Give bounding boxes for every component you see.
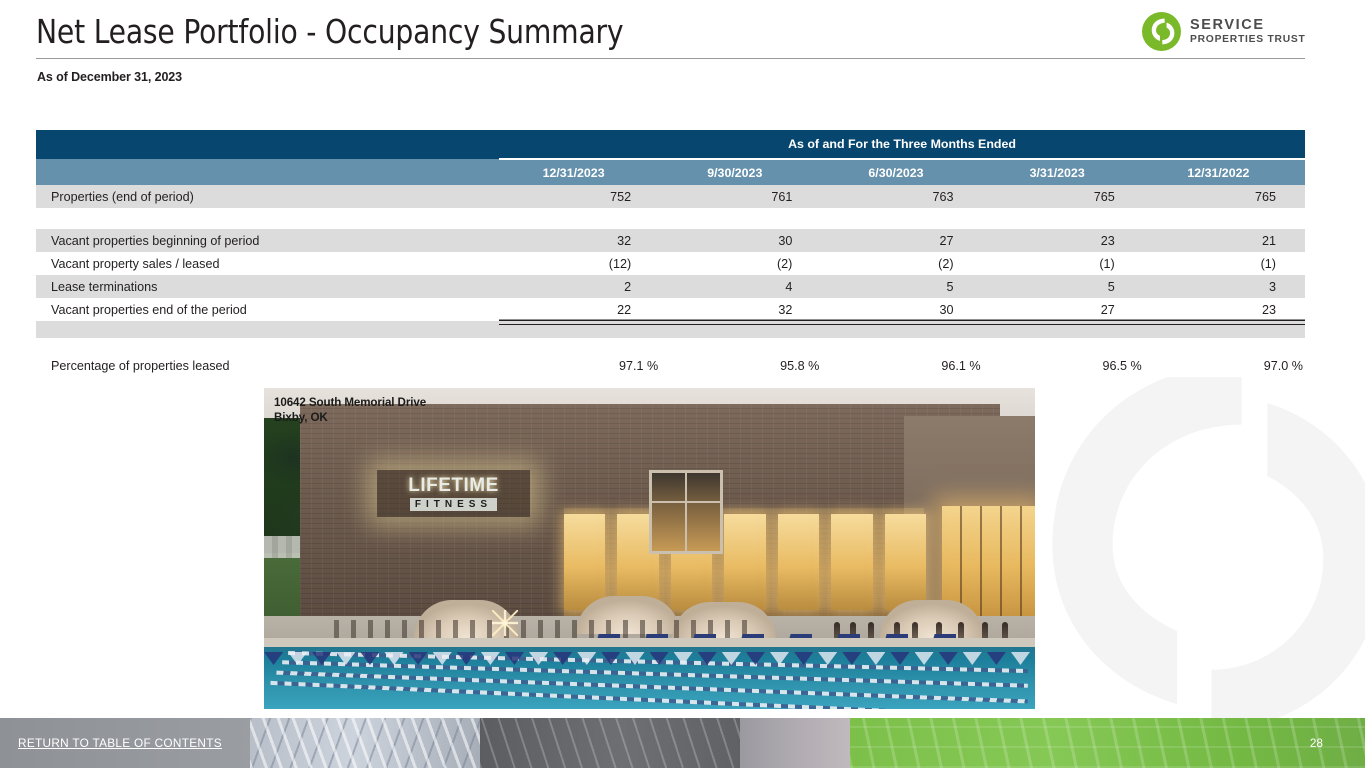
footer-band-transition (740, 718, 850, 768)
footer-band-green (850, 718, 1365, 768)
cell-vacant-end-q4-2022: 23 (1143, 298, 1306, 325)
table-row: Lease terminations 2 4 5 5 3 (36, 275, 1305, 298)
cell-sales-q1-2023: (1) (982, 252, 1144, 275)
cell-terminations-q3-2023: 4 (660, 275, 822, 298)
logo-name-line1: SERVICE (1190, 17, 1265, 34)
table-row: Percentage of properties leased 97.1 % 9… (36, 354, 1305, 377)
table-row-total: Vacant properties end of the period 22 3… (36, 298, 1306, 325)
column-header-q4-2022: 12/31/2022 (1143, 159, 1305, 185)
cell-pct-q3-2023: 95.8 % (660, 354, 822, 377)
photo-caption-address: 10642 South Memorial Drive (274, 396, 427, 409)
row-label-properties-end-of-period: Properties (end of period) (36, 185, 499, 208)
occupancy-table-container: As of and For the Three Months Ended 12/… (36, 130, 1306, 377)
company-logo: SERVICE PROPERTIES TRUST (1142, 12, 1306, 51)
group-header-spacer (36, 130, 499, 159)
column-header-q4-2023: 12/31/2023 (499, 159, 661, 185)
table-spacer-row (36, 338, 1305, 354)
column-header-blank (36, 159, 499, 185)
occupancy-summary-table: As of and For the Three Months Ended 12/… (36, 130, 1306, 377)
title-divider (36, 58, 1305, 59)
cell-vacant-end-q2-2023: 30 (821, 298, 983, 325)
column-header-q2-2023: 6/30/2023 (821, 159, 983, 185)
cell-pct-q2-2023: 96.1 % (821, 354, 983, 377)
row-label-pct-leased: Percentage of properties leased (36, 354, 499, 377)
footer-band-gray-right (480, 718, 740, 768)
page-title: Net Lease Portfolio - Occupancy Summary (36, 12, 624, 51)
cell-terminations-q2-2023: 5 (821, 275, 983, 298)
cell-properties-q2-2023: 763 (821, 185, 983, 208)
photo-pennant-flags (264, 652, 1035, 666)
photo-swimming-pool (264, 638, 1035, 709)
table-spacer-row (36, 321, 1305, 338)
cell-sales-q4-2023: (12) (499, 252, 661, 275)
cell-properties-q4-2022: 765 (1143, 185, 1305, 208)
cell-terminations-q4-2023: 2 (499, 275, 661, 298)
photo-upper-window (649, 470, 723, 554)
table-row: Vacant properties beginning of period 32… (36, 229, 1305, 252)
table-row: Properties (end of period) 752 761 763 7… (36, 185, 1305, 208)
group-header-label: As of and For the Three Months Ended (499, 130, 1305, 160)
column-header-q3-2023: 9/30/2023 (660, 159, 822, 185)
table-spacer-row (36, 208, 1305, 229)
page-number: 28 (1309, 736, 1323, 750)
cell-sales-q3-2023: (2) (660, 252, 822, 275)
table-group-header-row: As of and For the Three Months Ended (36, 130, 1305, 160)
row-label-vacant-sales-leased: Vacant property sales / leased (36, 252, 499, 275)
cell-vacant-end-q1-2023: 27 (982, 298, 1144, 325)
column-header-q1-2023: 3/31/2023 (982, 159, 1144, 185)
cell-vacant-begin-q2-2023: 27 (821, 229, 983, 252)
footer-band-glass (250, 718, 480, 768)
photo-pool-edge (264, 638, 1035, 647)
service-properties-swoosh-icon (1142, 12, 1181, 51)
cell-pct-q1-2023: 96.5 % (982, 354, 1144, 377)
cell-pct-q4-2022: 97.0 % (1143, 354, 1305, 377)
cell-properties-q1-2023: 765 (982, 185, 1144, 208)
footer-band-gray-left (0, 718, 250, 768)
cell-vacant-begin-q4-2023: 32 (499, 229, 661, 252)
photo-caption-city: Bixby, OK (274, 410, 328, 424)
cell-terminations-q4-2022: 3 (1143, 275, 1305, 298)
cell-properties-q3-2023: 761 (660, 185, 822, 208)
row-label-vacant-end: Vacant properties end of the period (36, 298, 499, 321)
table-column-header-row: 12/31/2023 9/30/2023 6/30/2023 3/31/2023… (36, 159, 1305, 185)
as-of-date-subtitle: As of December 31, 2023 (37, 70, 183, 84)
cell-pct-q4-2023: 97.1 % (499, 354, 661, 377)
cell-vacant-end-q4-2023: 22 (499, 298, 661, 325)
sign-line2: FITNESS (409, 498, 498, 511)
photo-window-row (564, 514, 926, 610)
photo-caption: 10642 South Memorial Drive Bixby, OK (274, 396, 426, 426)
cell-vacant-begin-q1-2023: 23 (982, 229, 1144, 252)
property-photo: LIFETIME FITNESS 10642 South Memorial Dr… (264, 388, 1035, 709)
return-to-table-of-contents-link[interactable]: RETURN TO TABLE OF CONTENTS (18, 736, 222, 750)
cell-sales-q2-2023: (2) (821, 252, 983, 275)
logo-wordmark: SERVICE PROPERTIES TRUST (1190, 18, 1306, 45)
cell-terminations-q1-2023: 5 (982, 275, 1144, 298)
slide-header: Net Lease Portfolio - Occupancy Summary … (0, 0, 1365, 100)
cell-sales-q4-2022: (1) (1143, 252, 1305, 275)
row-label-lease-terminations: Lease terminations (36, 275, 499, 298)
cell-vacant-end-q3-2023: 32 (660, 298, 822, 325)
row-label-vacant-beginning: Vacant properties beginning of period (36, 229, 499, 252)
cell-properties-q4-2023: 752 (499, 185, 661, 208)
cell-vacant-begin-q3-2023: 30 (660, 229, 822, 252)
logo-name-line2: PROPERTIES TRUST (1190, 33, 1306, 45)
table-row: Vacant property sales / leased (12) (2) … (36, 252, 1305, 275)
lifetime-fitness-sign: LIFETIME FITNESS (377, 470, 530, 517)
photo-light-flare (492, 610, 518, 636)
sign-line1: LIFETIME (408, 475, 499, 496)
cell-vacant-begin-q4-2022: 21 (1143, 229, 1305, 252)
